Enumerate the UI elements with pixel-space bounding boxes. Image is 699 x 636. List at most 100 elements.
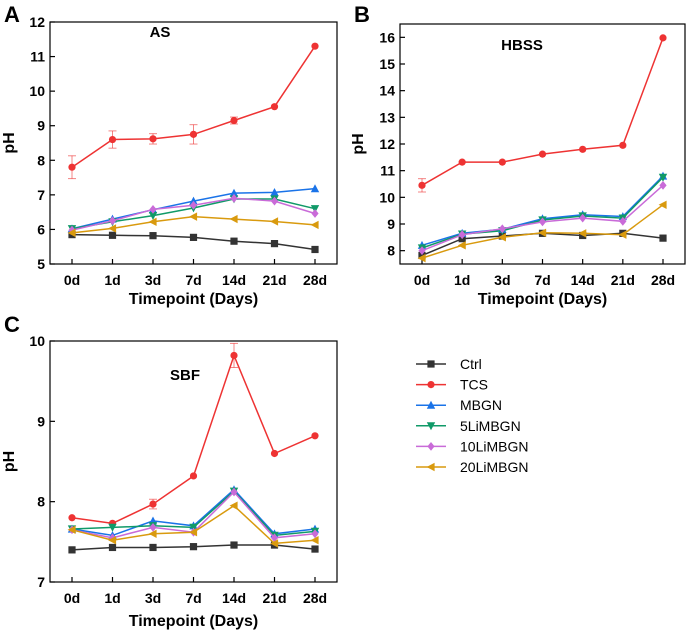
legend-label: MBGN [460,397,502,413]
y-tick-label: 8 [37,152,45,168]
chart-panel-b: 8 9 10 11 12 13 14 15 16 0d 1d 3d 7d 14d 21d 28d Timepoi… [350,2,686,308]
x-tick-label: 0d [414,272,430,288]
data-point [189,472,198,480]
data-point [230,193,238,203]
x-axis-label: Timepoint (Days) [129,291,259,308]
x-tick-label: 7d [185,272,201,288]
data-point [658,200,667,209]
data-point [189,543,198,551]
series-10limbgn [418,180,667,256]
data-point [108,523,117,532]
data-point [270,188,279,197]
data-point [189,523,198,532]
data-point [148,529,157,538]
data-point [148,217,157,227]
data-point [230,351,238,360]
data-point [659,180,667,190]
legend-label: 10LiMBGN [460,438,528,454]
data-point [229,188,239,197]
data-point [149,204,157,214]
data-point [418,246,426,256]
y-tick-label: 6 [37,221,45,237]
series-5limbgn [417,173,668,253]
data-point [149,522,157,532]
series-10limbgn [68,193,319,235]
x-tick-label: 21d [262,590,286,606]
y-tick-label: 15 [379,56,395,72]
y-axis-label: pH [1,132,18,153]
data-point [148,212,158,220]
x-tick-label: 28d [651,272,675,288]
x-axis-label: Timepoint (Days) [129,613,259,630]
data-point [417,253,426,263]
legend-marker [426,462,435,472]
legend-marker [427,442,435,451]
data-point [229,214,238,224]
data-point [311,545,319,553]
data-point [310,220,319,230]
legend-label: Ctrl [460,356,482,372]
x-axis-label: Timepoint (Days) [478,291,608,308]
series-line [71,45,316,168]
chart-title: SBF [170,367,200,384]
data-point [108,533,117,543]
data-point [189,130,198,138]
legend-label: 20LiMBGN [460,459,528,475]
series-tcs [418,34,667,193]
data-point [658,173,668,182]
y-tick-label: 9 [37,413,45,429]
x-tick-label: 1d [104,272,120,288]
y-tick-label: 10 [29,333,45,349]
legend-marker [426,400,436,409]
x-tick-label: 0d [64,272,80,288]
legend-item-5limbgn: 5LiMBGN [416,418,521,434]
data-point [108,224,117,233]
chart-panel-a: 5 6 7 8 9 10 11 12 0d 1d 3d 7d 14d 21d 28d Timepoint (D… [1,2,338,308]
series-ctrl [68,231,319,254]
data-point [68,546,76,554]
data-point [108,231,117,239]
data-point [497,233,506,242]
legend-marker [427,381,435,389]
legend: Ctrl TCS MBGN 5LiMBGN 10LiMBGN 20LiMBGN [416,356,528,475]
y-tick-label: 8 [37,494,45,510]
data-point [230,237,238,245]
y-tick-label: 11 [30,49,45,65]
data-point [229,501,238,510]
data-point [618,230,627,239]
data-point [538,228,547,237]
data-point [498,224,506,234]
data-point [579,213,587,223]
data-point [189,527,198,537]
y-tick-label: 9 [37,118,45,134]
legend-item-tcs: TCS [416,377,488,393]
x-tick-label: 28d [303,272,327,288]
data-point [457,241,466,250]
x-tick-label: 1d [454,272,470,288]
data-point [659,234,667,242]
data-point [310,205,320,214]
x-tick-label: 21d [611,272,635,288]
legend-label: 5LiMBGN [460,418,521,434]
series-20limbgn [67,212,319,238]
y-tick-label: 12 [29,14,45,30]
y-tick-label: 7 [37,574,45,590]
data-point [310,184,320,193]
y-tick-label: 12 [379,136,395,152]
series-20limbgn [67,501,319,548]
x-tick-label: 28d [303,590,327,606]
data-point [67,525,76,534]
data-point [189,200,198,210]
series-tcs [68,42,319,180]
data-point [310,536,319,545]
y-tick-label: 10 [29,83,45,99]
x-tick-label: 3d [494,272,510,288]
y-tick-label: 9 [387,216,395,232]
data-point [68,225,76,235]
legend-marker [426,422,436,431]
data-point [230,116,238,125]
data-point [230,541,238,549]
legend-item-ctrl: Ctrl [416,356,482,372]
data-point [108,135,117,144]
